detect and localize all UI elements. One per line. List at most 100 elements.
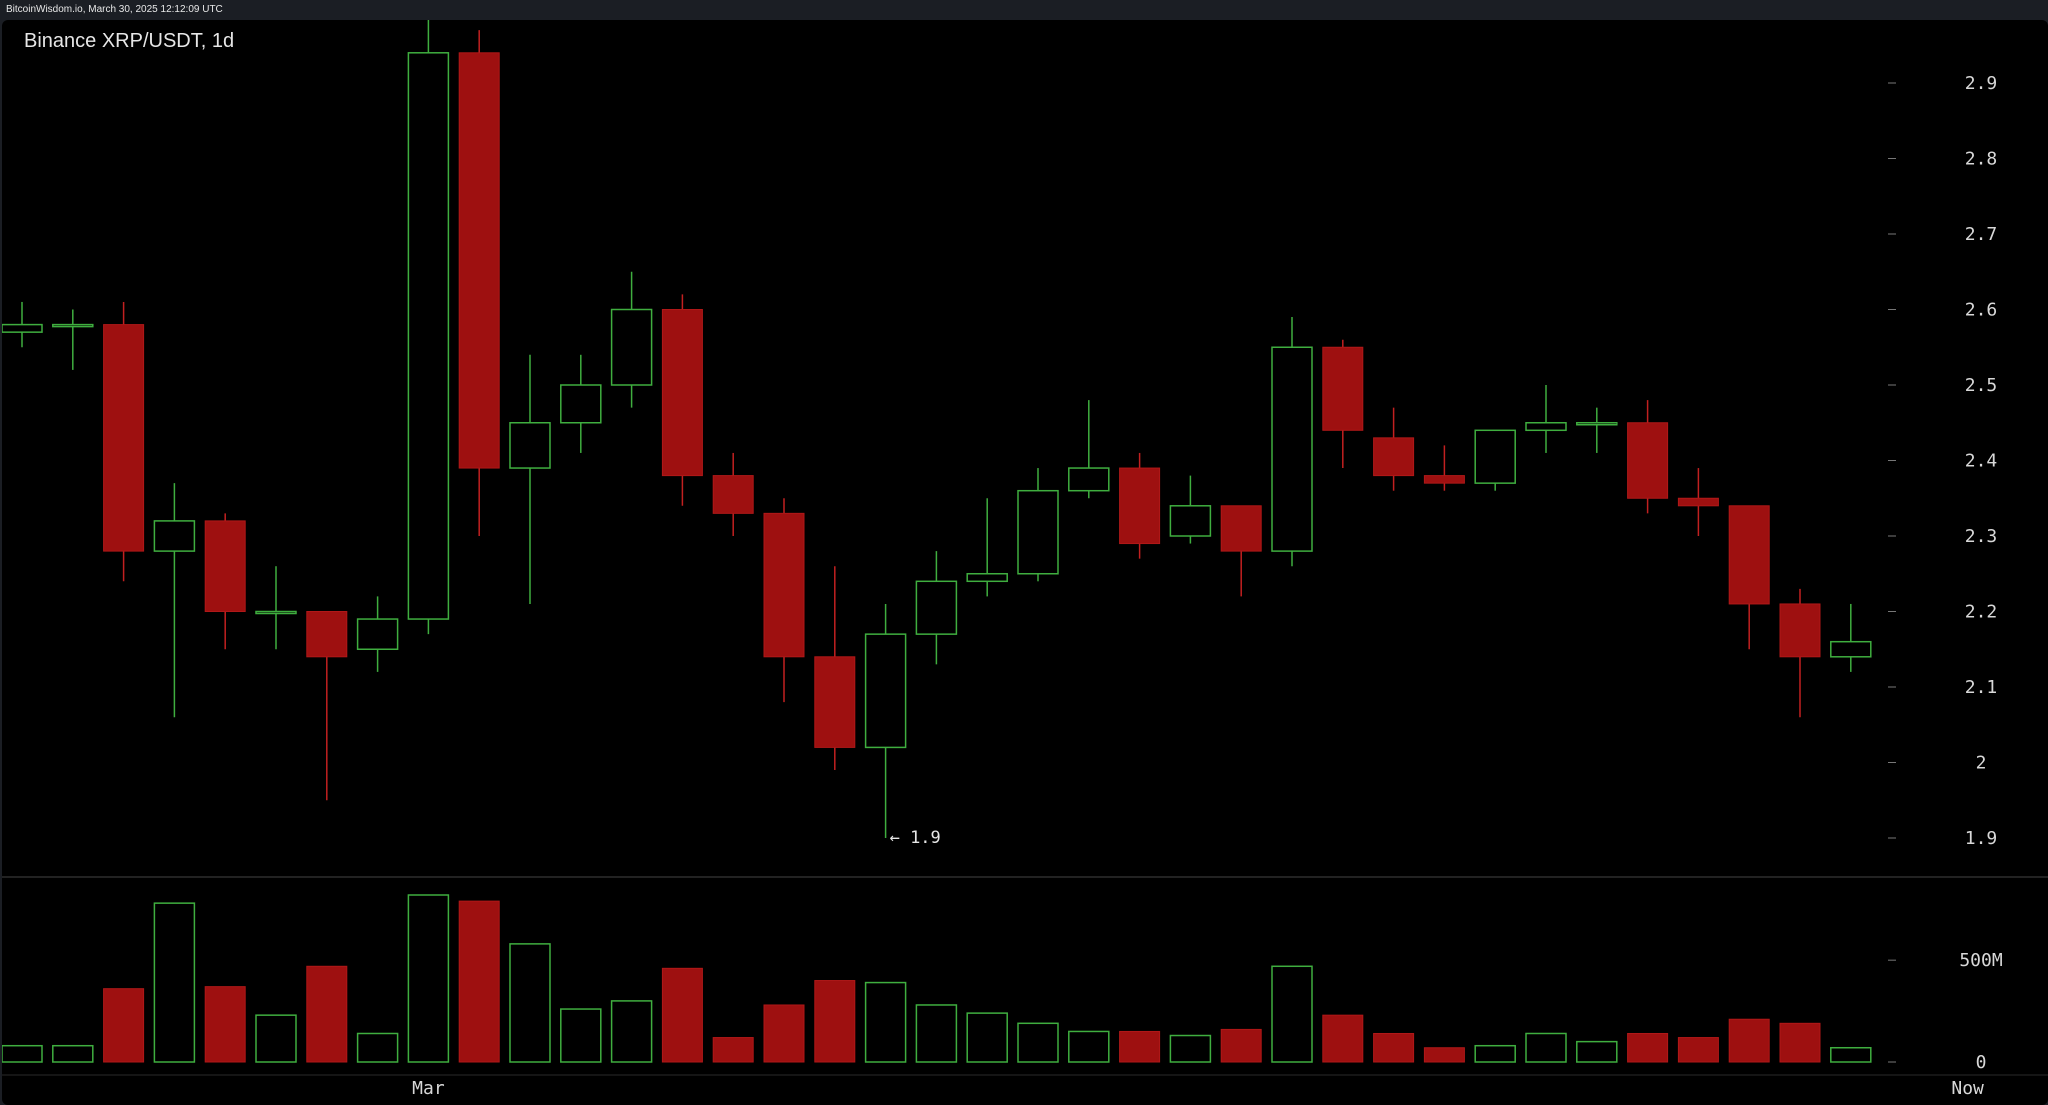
- price-tick-label: 2.1: [1965, 677, 1998, 698]
- candle: [356, 596, 399, 672]
- candle: [1169, 475, 1212, 544]
- volume-bar: [1627, 1032, 1669, 1063]
- candle-body: [1525, 422, 1567, 432]
- candle: [966, 498, 1008, 597]
- volume-bars: [2, 894, 1872, 1063]
- chart-frame[interactable]: 1.9 2 2.1 2.2 2.3 2.4 2.5 2.6 2.7 2.8 2.9 0 500M Ma…: [2, 20, 2048, 1105]
- price-tick-label: 2.7: [1965, 224, 1998, 245]
- candle-body: [1423, 475, 1465, 484]
- candle: [509, 354, 551, 604]
- volume-tick-label: 500M: [1959, 950, 2003, 971]
- volume-bar: [103, 988, 145, 1063]
- volume-bar: [661, 967, 703, 1063]
- candle: [1119, 452, 1161, 559]
- candle: [661, 294, 703, 506]
- volume-bar: [52, 1044, 94, 1063]
- candle-body: [1779, 603, 1821, 658]
- candle-body: [1576, 422, 1618, 426]
- volume-bar: [1119, 1030, 1161, 1063]
- price-tick-label: 2.4: [1965, 451, 1998, 472]
- volume-bar: [1677, 1037, 1719, 1063]
- price-tick-label: 2.2: [1965, 602, 1998, 623]
- candle-body: [763, 512, 805, 658]
- candle: [915, 551, 958, 665]
- candle-body: [407, 52, 450, 620]
- candle-body: [1119, 467, 1161, 545]
- candle-body: [814, 656, 856, 748]
- candle: [814, 566, 856, 771]
- volume-bar: [1068, 1030, 1110, 1063]
- candle-body: [661, 309, 703, 477]
- candle: [1779, 588, 1821, 718]
- candle-body: [1271, 346, 1313, 552]
- candle: [1677, 468, 1719, 536]
- candle: [2, 301, 43, 348]
- candle: [103, 301, 145, 582]
- candle: [1627, 400, 1669, 514]
- timestamp-label: BitcoinWisdom.io, March 30, 2025 12:12:0…: [6, 4, 223, 15]
- candle: [1525, 385, 1567, 453]
- candle: [458, 30, 500, 536]
- time-axis: Mar Now: [412, 1078, 1984, 1099]
- volume-bar: [1322, 1014, 1364, 1063]
- volume-bar: [1423, 1047, 1465, 1063]
- candle: [864, 603, 907, 838]
- candle: [610, 271, 653, 408]
- candle-body: [356, 618, 399, 650]
- candle-body: [1220, 505, 1262, 552]
- candle: [1220, 505, 1262, 597]
- candle: [1474, 429, 1516, 491]
- volume-bar: [255, 1014, 297, 1063]
- chart-title: Binance XRP/USDT, 1d: [24, 30, 235, 52]
- price-tick-label: 2.5: [1965, 375, 1998, 396]
- candle-body: [153, 520, 196, 552]
- candle: [1271, 317, 1313, 567]
- candle-body: [1474, 429, 1516, 484]
- volume-bar: [1169, 1034, 1212, 1063]
- volume-bar: [1220, 1028, 1262, 1063]
- candle-body: [712, 475, 754, 514]
- candle: [255, 566, 297, 650]
- volume-bar: [1271, 965, 1313, 1063]
- candle-body: [915, 580, 958, 635]
- volume-bar: [407, 894, 450, 1063]
- volume-bar: [1576, 1040, 1618, 1063]
- volume-bar: [1373, 1032, 1415, 1063]
- volume-tick-label: 0: [1976, 1052, 1987, 1073]
- volume-bar: [1728, 1018, 1770, 1063]
- candle: [712, 452, 754, 536]
- volume-bar: [2, 1044, 43, 1063]
- candle: [1728, 505, 1770, 650]
- volume-bar: [1830, 1046, 1872, 1063]
- price-tick-label: 2.3: [1965, 526, 1998, 547]
- candle-body: [560, 384, 602, 424]
- candle-body: [2, 323, 43, 333]
- candle: [407, 20, 450, 635]
- volume-bar: [915, 1004, 958, 1063]
- candle: [1068, 400, 1110, 499]
- volume-bar: [356, 1032, 399, 1063]
- candle: [306, 611, 348, 801]
- top-bar: BitcoinWisdom.io, March 30, 2025 12:12:0…: [0, 0, 2048, 20]
- candle-body: [306, 611, 348, 658]
- time-axis-label: Mar: [412, 1078, 445, 1099]
- volume-bar: [204, 986, 246, 1063]
- candle-body: [103, 324, 145, 552]
- candlestick-chart[interactable]: 1.9 2 2.1 2.2 2.3 2.4 2.5 2.6 2.7 2.8 2.9 0 500M Ma…: [2, 20, 2048, 1105]
- candle-body: [1830, 640, 1872, 658]
- price-tick-label: 1.9: [1965, 828, 1998, 849]
- volume-bar: [509, 943, 551, 1063]
- volume-axis: 0 500M: [1888, 950, 2003, 1073]
- candle: [1322, 339, 1364, 469]
- volume-bar: [1474, 1044, 1516, 1063]
- volume-bar: [814, 980, 856, 1063]
- candle: [153, 483, 196, 718]
- candle-body: [1627, 422, 1669, 499]
- volume-bar: [1525, 1032, 1567, 1063]
- candle-body: [509, 422, 551, 469]
- candle: [1373, 407, 1415, 491]
- volume-bar: [966, 1012, 1008, 1063]
- candle-body: [1677, 497, 1719, 507]
- candle-body: [864, 633, 907, 749]
- candle-body: [1373, 437, 1415, 477]
